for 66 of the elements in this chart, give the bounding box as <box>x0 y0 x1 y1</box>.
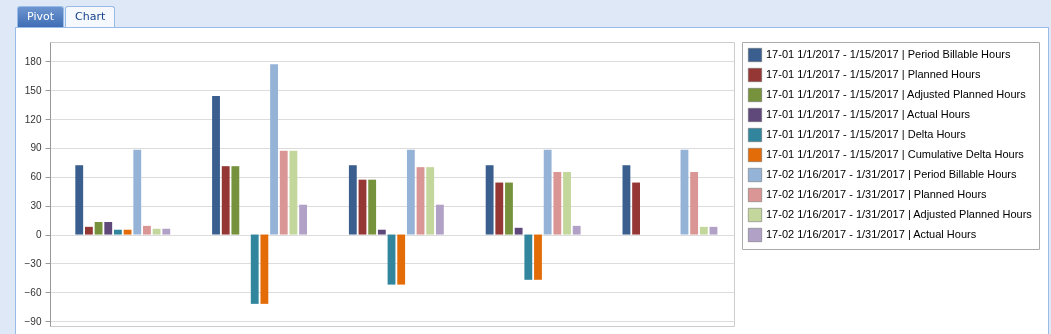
y-tick-label: −90 <box>24 315 42 327</box>
bar <box>505 182 513 235</box>
bar <box>114 229 122 235</box>
text: Chart <box>65 6 116 28</box>
legend-label: 17-02 1/16/2017 - 1/31/2017 | Adjusted Planned Hours <box>766 208 1033 220</box>
bar <box>632 182 641 235</box>
legend-label: 17-01 1/1/2017 - 1/15/2017 | Cumulative Delta Hours <box>766 148 1025 160</box>
bar <box>84 226 93 235</box>
y-tick-label: 0 <box>35 229 42 241</box>
bar <box>435 204 444 235</box>
bar <box>416 167 425 235</box>
y-tick-label: 180 <box>24 55 42 67</box>
legend-label: 17-01 1/1/2017 - 1/15/2017 | Adjusted Planned Hours <box>766 88 1027 100</box>
legend-label: 17-02 1/16/2017 - 1/31/2017 | Actual Hours <box>766 228 977 240</box>
bar <box>260 234 269 304</box>
bar <box>162 228 171 235</box>
bar <box>289 150 298 235</box>
bar <box>221 166 230 235</box>
bar <box>622 165 631 235</box>
legend-label: 17-01 1/1/2017 - 1/15/2017 | Delta Hours <box>766 128 967 140</box>
legend-label: 17-02 1/16/2017 - 1/31/2017 | Period Billable Hours <box>766 168 1018 180</box>
bar <box>75 165 84 235</box>
bar <box>514 227 523 235</box>
y-tick-label: 150 <box>24 84 42 96</box>
bar <box>279 150 288 235</box>
y-tick-label: −60 <box>24 286 42 298</box>
legend-label: 17-01 1/1/2017 - 1/15/2017 | Planned Hours <box>766 68 981 80</box>
bar <box>104 222 113 235</box>
legend-label: 17-01 1/1/2017 - 1/15/2017 | Actual Hours <box>766 108 971 120</box>
bar <box>231 166 240 235</box>
bar <box>534 234 542 280</box>
bar <box>377 229 386 235</box>
bar <box>152 228 161 235</box>
bar <box>406 149 415 235</box>
bar <box>212 95 220 235</box>
bar <box>495 182 504 235</box>
y-tick-label: 60 <box>30 171 42 183</box>
bar <box>270 64 278 235</box>
bar <box>563 171 571 235</box>
legend-label: 17-01 1/1/2017 - 1/15/2017 | Period Billable Hours <box>766 48 1011 60</box>
bar <box>572 225 581 235</box>
y-tick-label: 90 <box>30 142 42 154</box>
bar <box>368 179 377 235</box>
bar <box>123 229 132 235</box>
bar <box>358 179 367 235</box>
bar <box>426 167 435 235</box>
bar <box>348 165 357 235</box>
bar <box>397 234 406 285</box>
bar <box>250 234 259 304</box>
bar <box>94 222 103 235</box>
bar <box>690 171 699 235</box>
bar <box>709 226 718 235</box>
bar <box>133 149 142 235</box>
legend-label: 17-02 1/16/2017 - 1/31/2017 | Planned Hours <box>766 188 988 200</box>
bar <box>143 225 151 235</box>
bar <box>524 234 533 280</box>
bar <box>553 171 562 235</box>
bar <box>680 149 689 235</box>
bar <box>485 165 494 235</box>
y-tick-label: −30 <box>24 257 42 269</box>
y-tick-label: 120 <box>24 113 42 125</box>
bar <box>299 204 307 235</box>
y-tick-label: 30 <box>30 200 42 212</box>
bar <box>543 149 552 235</box>
text: Pivot <box>17 6 65 28</box>
bar <box>699 226 708 235</box>
